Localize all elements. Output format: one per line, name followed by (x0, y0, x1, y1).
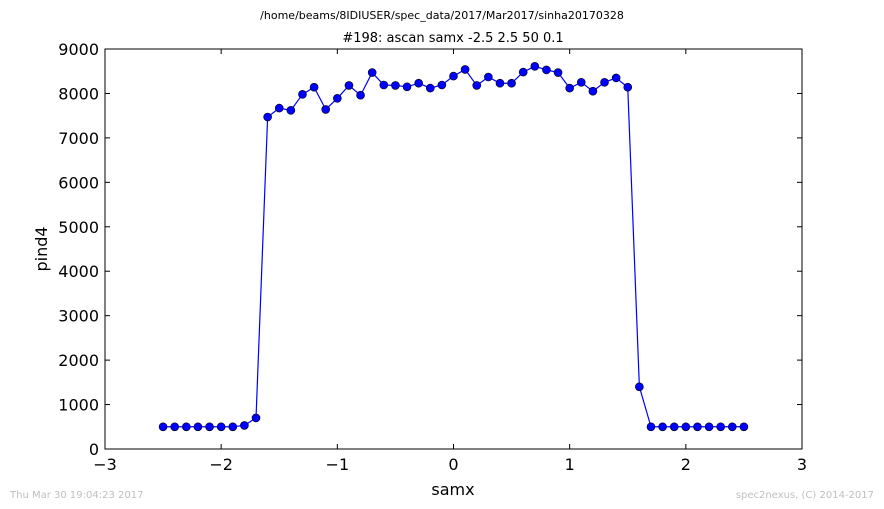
data-point (193, 422, 203, 432)
data-point (158, 422, 168, 432)
x-ticks: −3 −2 −1 0 1 2 3 (93, 49, 807, 474)
data-point (391, 81, 400, 90)
data-point (437, 80, 447, 90)
data-point (240, 421, 249, 430)
y-tick-label: 0 (89, 440, 99, 459)
data-point (263, 112, 272, 122)
x-tick-label: −2 (209, 455, 233, 474)
y-tick-label: 3000 (58, 307, 99, 326)
x-axis-label: samx (431, 480, 474, 499)
data-point (182, 422, 191, 432)
data-point (379, 80, 389, 90)
y-tick-label: 7000 (58, 129, 99, 148)
x-tick-label: 0 (448, 455, 458, 474)
data-point (414, 78, 423, 88)
data-point (484, 72, 493, 82)
footer-credit: spec2nexus, (C) 2014-2017 (735, 490, 874, 501)
y-tick-label: 9000 (58, 40, 99, 59)
data-point (460, 65, 470, 74)
data-point (635, 382, 644, 392)
data-point (588, 86, 598, 96)
chart-title: #198: ascan samx -2.5 2.5 50 0.1 (342, 31, 563, 46)
data-point (623, 82, 633, 92)
plot-frame (104, 48, 803, 450)
y-axis-label: pind4 (32, 226, 51, 271)
data-point (704, 422, 714, 432)
data-point (681, 422, 691, 432)
y-tick-label: 4000 (58, 262, 99, 281)
data-point (333, 94, 342, 103)
data-point (356, 90, 365, 100)
data-point (495, 78, 505, 88)
chart-subtitle: /home/beams/8IDIUSER/spec_data/2017/Mar2… (260, 9, 624, 22)
data-point (367, 68, 377, 77)
x-tick-label: 1 (565, 455, 575, 474)
data-point (565, 83, 574, 93)
x-tick-label: −3 (93, 455, 117, 474)
data-point (344, 81, 354, 90)
data-point (309, 82, 319, 92)
data-point (646, 422, 656, 432)
data-point (576, 78, 586, 87)
data-point (286, 106, 296, 115)
footer-timestamp: Thu Mar 30 19:04:23 2017 (10, 490, 144, 501)
y-tick-label: 5000 (58, 218, 99, 237)
data-point (658, 422, 667, 432)
data-point (321, 105, 331, 114)
data-point (716, 422, 725, 432)
data-point (449, 71, 458, 81)
data-point (216, 422, 226, 432)
data-point (739, 422, 749, 432)
x-tick-label: 2 (681, 455, 691, 474)
data-point (518, 67, 528, 77)
data-point (727, 422, 737, 432)
y-tick-label: 1000 (58, 396, 99, 415)
data-point (298, 90, 307, 99)
x-tick-label: −1 (326, 455, 350, 474)
data-point (274, 103, 284, 113)
data-point (553, 68, 563, 77)
data-point (472, 81, 482, 90)
x-tick-label: 3 (797, 455, 807, 474)
data-point (170, 422, 179, 432)
data-point (205, 422, 214, 432)
data-point (611, 73, 621, 83)
data-point (402, 82, 412, 92)
y-tick-label: 8000 (58, 84, 99, 103)
series-line (163, 65, 744, 428)
data-point (669, 422, 679, 432)
data-point (507, 78, 516, 88)
data-point (251, 413, 261, 423)
y-tick-label: 2000 (58, 351, 99, 370)
data-point (530, 62, 540, 71)
y-tick-label: 6000 (58, 173, 99, 192)
data-point (228, 422, 238, 432)
data-point (693, 422, 702, 432)
data-point (600, 78, 609, 87)
data-point (542, 65, 551, 75)
series-group (158, 62, 749, 432)
data-point (425, 83, 435, 93)
y-ticks: 0 1000 2000 3000 4000 5000 6000 7000 8000 9000 (58, 40, 802, 459)
